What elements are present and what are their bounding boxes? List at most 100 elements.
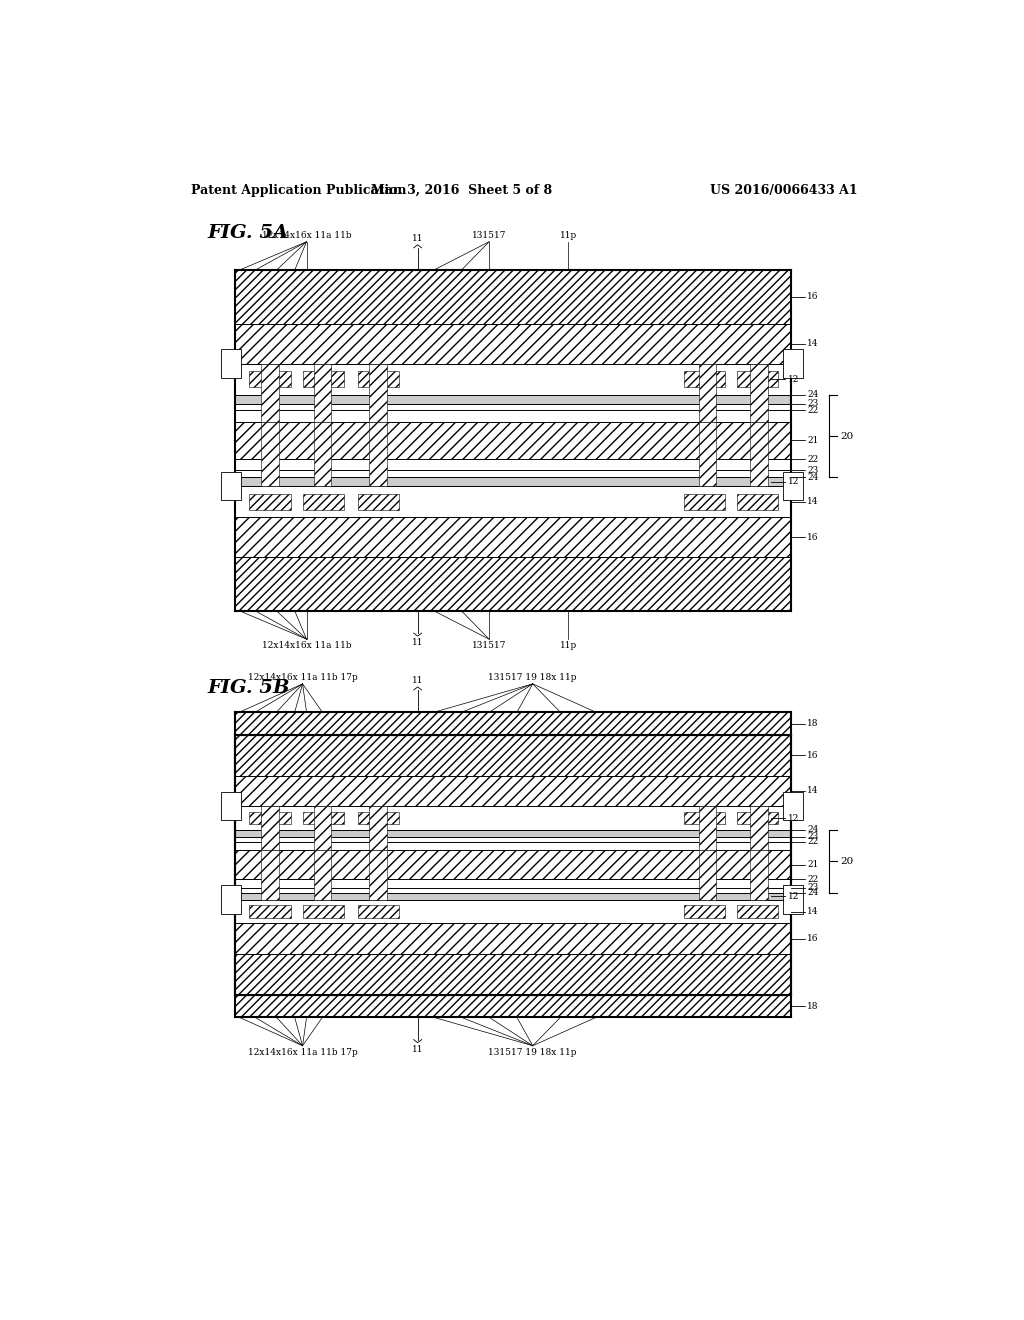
Bar bbox=[236, 557, 791, 611]
Bar bbox=[698, 807, 716, 850]
Bar bbox=[236, 517, 791, 557]
Bar bbox=[370, 421, 387, 486]
Text: 22: 22 bbox=[807, 455, 818, 463]
Bar bbox=[221, 792, 241, 820]
Text: 14: 14 bbox=[807, 339, 819, 348]
Text: 12x14x16x 11a 11b 17p: 12x14x16x 11a 11b 17p bbox=[248, 673, 357, 682]
Bar bbox=[358, 906, 399, 917]
Bar bbox=[736, 494, 778, 510]
Text: 22: 22 bbox=[807, 407, 818, 414]
Bar bbox=[236, 421, 791, 459]
Text: 24: 24 bbox=[807, 888, 819, 898]
Text: FIG. 5A: FIG. 5A bbox=[207, 224, 289, 243]
Bar bbox=[370, 364, 387, 421]
Text: 23: 23 bbox=[807, 883, 818, 892]
Text: 12: 12 bbox=[787, 477, 799, 486]
Bar bbox=[370, 850, 387, 900]
Text: 16: 16 bbox=[807, 533, 819, 541]
Text: 24: 24 bbox=[807, 825, 819, 834]
Text: 11p: 11p bbox=[560, 642, 578, 651]
Bar bbox=[236, 888, 791, 892]
Bar bbox=[236, 900, 791, 924]
Text: Patent Application Publication: Patent Application Publication bbox=[191, 183, 407, 197]
Bar bbox=[236, 850, 791, 879]
Text: 16: 16 bbox=[807, 935, 819, 944]
Text: US 2016/0066433 A1: US 2016/0066433 A1 bbox=[711, 183, 858, 197]
Text: 131517 19 18x 11p: 131517 19 18x 11p bbox=[488, 1048, 577, 1057]
Bar bbox=[236, 404, 791, 411]
Bar bbox=[303, 906, 344, 917]
Bar bbox=[236, 271, 791, 611]
Bar bbox=[751, 850, 768, 900]
Bar bbox=[250, 371, 291, 387]
Bar bbox=[236, 842, 791, 850]
Text: 23: 23 bbox=[807, 466, 818, 475]
Bar bbox=[684, 494, 725, 510]
Bar bbox=[250, 494, 291, 510]
Text: 14: 14 bbox=[807, 498, 819, 506]
Text: 12: 12 bbox=[787, 375, 799, 384]
Bar bbox=[782, 350, 803, 378]
Bar bbox=[358, 812, 399, 824]
Bar bbox=[358, 371, 399, 387]
Text: 14: 14 bbox=[807, 907, 819, 916]
Text: 20: 20 bbox=[841, 857, 854, 866]
Text: 23: 23 bbox=[807, 399, 818, 408]
Text: 14: 14 bbox=[807, 787, 819, 796]
Text: 11p: 11p bbox=[560, 231, 578, 240]
Bar bbox=[303, 371, 344, 387]
Text: 11: 11 bbox=[412, 638, 423, 647]
Bar bbox=[236, 271, 791, 323]
Bar bbox=[250, 812, 291, 824]
Text: 12x14x16x 11a 11b: 12x14x16x 11a 11b bbox=[262, 231, 351, 240]
Bar bbox=[736, 812, 778, 824]
Bar bbox=[261, 807, 279, 850]
Bar bbox=[236, 323, 791, 364]
Bar bbox=[358, 494, 399, 510]
Bar bbox=[236, 776, 791, 807]
Bar bbox=[261, 364, 279, 421]
Bar bbox=[236, 807, 791, 830]
Text: 21: 21 bbox=[807, 436, 819, 445]
Bar bbox=[236, 837, 791, 842]
Text: 18: 18 bbox=[807, 1002, 819, 1011]
Bar bbox=[684, 812, 725, 824]
Bar bbox=[313, 421, 331, 486]
Bar bbox=[236, 995, 791, 1018]
Text: 11: 11 bbox=[412, 1044, 423, 1053]
Bar bbox=[236, 735, 791, 995]
Bar bbox=[250, 906, 291, 917]
Bar bbox=[221, 886, 241, 913]
Text: 16: 16 bbox=[807, 751, 819, 759]
Bar bbox=[782, 471, 803, 500]
Bar bbox=[261, 850, 279, 900]
Bar bbox=[261, 421, 279, 486]
Bar bbox=[236, 892, 791, 900]
Bar bbox=[236, 477, 791, 486]
Text: 131517 19 18x 11p: 131517 19 18x 11p bbox=[488, 673, 577, 682]
Bar bbox=[236, 411, 791, 421]
Text: 22: 22 bbox=[807, 875, 818, 884]
Text: Mar. 3, 2016  Sheet 5 of 8: Mar. 3, 2016 Sheet 5 of 8 bbox=[371, 183, 552, 197]
Bar bbox=[303, 812, 344, 824]
Bar bbox=[751, 364, 768, 421]
Bar bbox=[736, 906, 778, 917]
Text: 21: 21 bbox=[807, 861, 819, 870]
Bar bbox=[236, 735, 791, 776]
Bar bbox=[236, 954, 791, 995]
Bar bbox=[236, 830, 791, 837]
Text: 16: 16 bbox=[807, 293, 819, 301]
Bar bbox=[236, 486, 791, 517]
Text: 12: 12 bbox=[787, 813, 799, 822]
Bar bbox=[236, 459, 791, 470]
Bar bbox=[698, 364, 716, 421]
Bar bbox=[236, 364, 791, 395]
Text: 18: 18 bbox=[807, 719, 819, 729]
Bar bbox=[684, 371, 725, 387]
Bar bbox=[236, 470, 791, 477]
Bar bbox=[782, 792, 803, 820]
Bar bbox=[313, 850, 331, 900]
Bar bbox=[313, 364, 331, 421]
Bar bbox=[751, 807, 768, 850]
Text: 24: 24 bbox=[807, 391, 819, 400]
